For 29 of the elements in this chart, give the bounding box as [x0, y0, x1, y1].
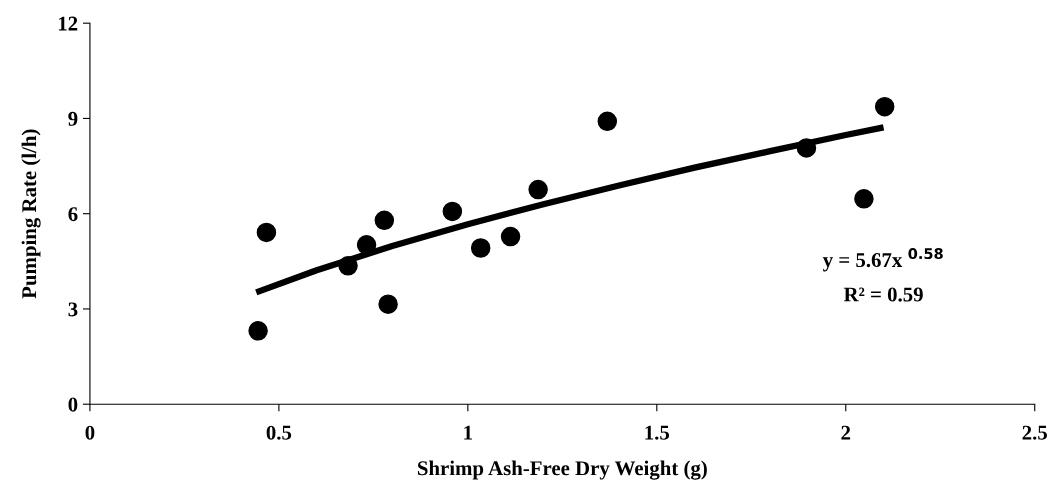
y-axis-title: Pumping Rate (l/h) — [21, 129, 41, 299]
x-tick-label: 2.5 — [1022, 425, 1047, 440]
point — [378, 294, 398, 314]
x-tick-label: 0.5 — [266, 425, 292, 440]
x-tick-label: 1.5 — [645, 425, 670, 440]
point — [796, 138, 817, 158]
point — [500, 226, 521, 247]
point — [528, 179, 548, 200]
point — [248, 321, 268, 341]
y-tick-label: 0 — [68, 397, 78, 412]
y-tick-label: 9 — [68, 111, 78, 126]
y-tick-label: 12 — [58, 16, 78, 31]
x-tick-label: 0 — [85, 425, 95, 440]
annotation: y = 5.67x $^{0.58}$ — [822, 248, 943, 272]
point — [854, 189, 874, 209]
point — [597, 111, 618, 132]
point — [442, 201, 463, 222]
x-tick-label: 1 — [464, 425, 472, 440]
y-tick-label: 6 — [68, 207, 78, 222]
annotation: R² = 0.59 — [843, 287, 923, 302]
y-tick-label: 3 — [68, 302, 78, 317]
x-tick-label: 2 — [841, 425, 851, 440]
point — [356, 235, 377, 255]
point — [874, 96, 895, 117]
point — [470, 238, 491, 258]
point — [256, 222, 277, 243]
x-axis-title: Shrimp Ash-Free Dry Weight (g) — [417, 460, 707, 480]
point — [338, 256, 358, 276]
point — [374, 210, 395, 231]
